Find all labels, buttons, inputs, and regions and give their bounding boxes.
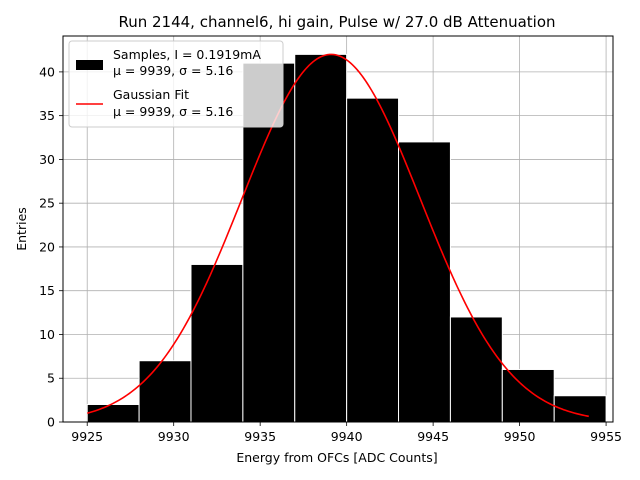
chart-title: Run 2144, channel6, hi gain, Pulse w/ 27… xyxy=(118,13,555,31)
histogram-bar xyxy=(190,263,244,423)
x-tick-label: 9925 xyxy=(71,429,103,444)
y-tick-label: 15 xyxy=(39,283,55,298)
y-tick-label: 30 xyxy=(39,152,55,167)
y-axis-ticks: 0 5 10 15 20 25 30 35 40 xyxy=(39,64,63,430)
legend: Samples, I = 0.1919mA μ = 9939, σ = 5.16… xyxy=(68,40,284,128)
legend-fit-label: Gaussian Fit xyxy=(113,87,189,102)
y-tick-label: 40 xyxy=(39,64,55,79)
x-tick-label: 9945 xyxy=(417,429,449,444)
histogram-bar xyxy=(86,403,140,423)
x-tick-label: 9935 xyxy=(244,429,276,444)
legend-frame xyxy=(68,40,284,128)
x-tick-label: 9955 xyxy=(590,429,622,444)
histogram-bar xyxy=(346,97,400,423)
y-axis-label: Entries xyxy=(14,207,29,251)
legend-histogram-stats: μ = 9939, σ = 5.16 xyxy=(113,63,233,78)
y-tick-label: 10 xyxy=(39,327,55,342)
legend-fit-stats: μ = 9939, σ = 5.16 xyxy=(113,104,233,119)
histogram-bar xyxy=(449,316,503,423)
x-tick-label: 9930 xyxy=(158,429,190,444)
legend-histogram-label: Samples, I = 0.1919mA xyxy=(113,47,261,62)
histogram-bars xyxy=(86,53,607,423)
gaussian-fit-curve xyxy=(86,53,589,418)
legend-histogram-swatch xyxy=(76,60,103,70)
histogram-bar xyxy=(138,360,192,423)
x-axis-label: Energy from OFCs [ADC Counts] xyxy=(236,450,437,465)
plot-area-frame xyxy=(62,35,614,423)
y-tick-label: 25 xyxy=(39,196,55,211)
histogram-bar xyxy=(501,368,555,423)
x-tick-label: 9940 xyxy=(331,429,363,444)
y-tick-label: 35 xyxy=(39,108,55,123)
y-tick-label: 20 xyxy=(39,239,55,254)
y-tick-label: 0 xyxy=(47,415,55,430)
histogram-bar xyxy=(294,53,348,423)
x-axis-ticks: 9925 9930 9935 9940 9945 9950 9955 xyxy=(71,422,622,444)
histogram-bar xyxy=(398,141,451,423)
y-tick-label: 5 xyxy=(47,371,55,386)
x-tick-label: 9950 xyxy=(504,429,536,444)
